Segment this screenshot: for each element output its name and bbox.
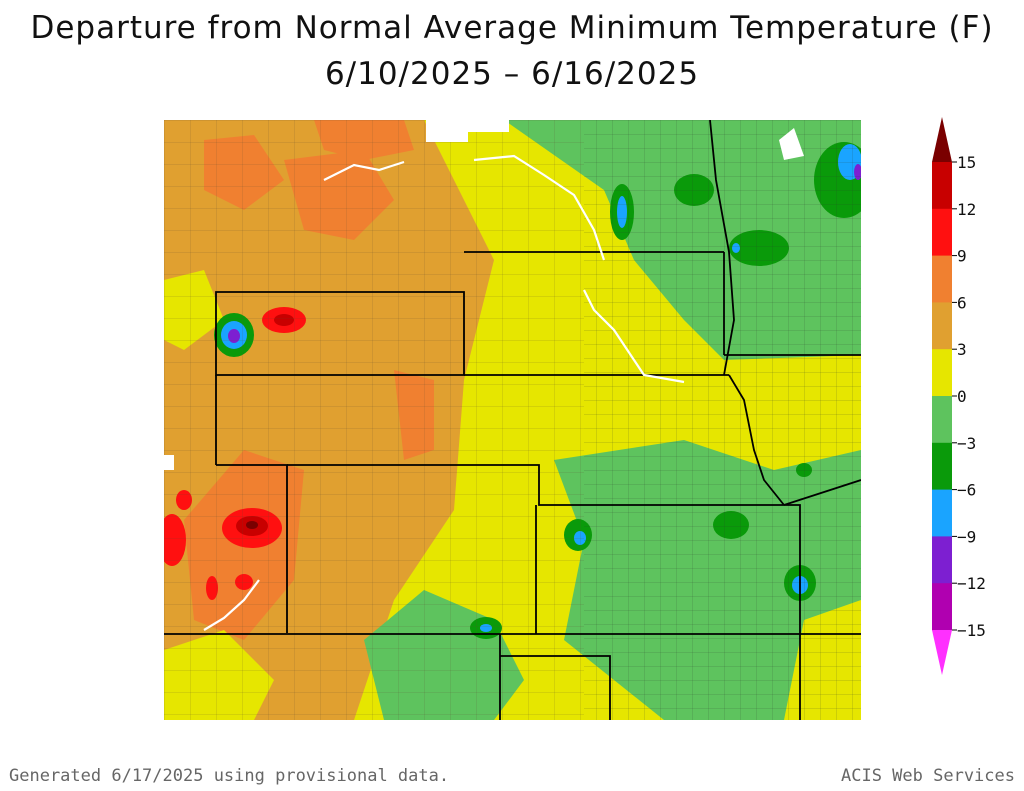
legend-band xyxy=(932,583,952,631)
legend-band xyxy=(932,489,952,537)
legend-band xyxy=(932,536,952,584)
state-boundaries xyxy=(164,120,861,720)
legend-tick-label: −3 xyxy=(957,434,976,453)
generated-note: Generated 6/17/2025 using provisional da… xyxy=(9,766,450,786)
legend-tick-label: −15 xyxy=(957,621,986,640)
temperature-departure-map xyxy=(164,120,861,720)
legend-tick-labels: 15 12 9 6 3 0 −3 −6 −9 −12 −15 xyxy=(952,153,986,640)
legend-tick-label: 9 xyxy=(957,247,967,266)
legend-tick-label: −12 xyxy=(957,574,986,593)
legend-band xyxy=(932,255,952,303)
legend-band xyxy=(932,396,952,444)
source-credit: ACIS Web Services xyxy=(841,766,1015,786)
legend-tick-label: 0 xyxy=(957,387,967,406)
legend-color-bands xyxy=(932,117,952,675)
legend-tick-label: 3 xyxy=(957,340,967,359)
legend-band xyxy=(932,349,952,397)
legend-tick-label: 15 xyxy=(957,153,976,172)
legend-band xyxy=(932,442,952,491)
county-lines-east xyxy=(584,120,861,720)
no-data-areas xyxy=(164,120,804,470)
legend-band xyxy=(932,208,952,257)
legend-tick-label: −6 xyxy=(957,481,976,500)
color-scale-legend: 15 12 9 6 3 0 −3 −6 −9 −12 −15 xyxy=(932,117,986,675)
legend-band xyxy=(932,117,952,162)
date-range: 6/10/2025 – 6/16/2025 xyxy=(324,56,700,92)
legend-tick-label: 12 xyxy=(957,200,976,219)
map-title: Departure from Normal Average Minimum Te… xyxy=(30,10,994,46)
legend-band xyxy=(932,630,952,675)
legend-tick-label: 6 xyxy=(957,293,967,312)
legend-band xyxy=(932,302,952,350)
county-lines-west xyxy=(164,120,584,720)
legend-tick-label: −9 xyxy=(957,527,976,546)
rivers xyxy=(203,154,685,631)
legend-band xyxy=(932,162,952,210)
